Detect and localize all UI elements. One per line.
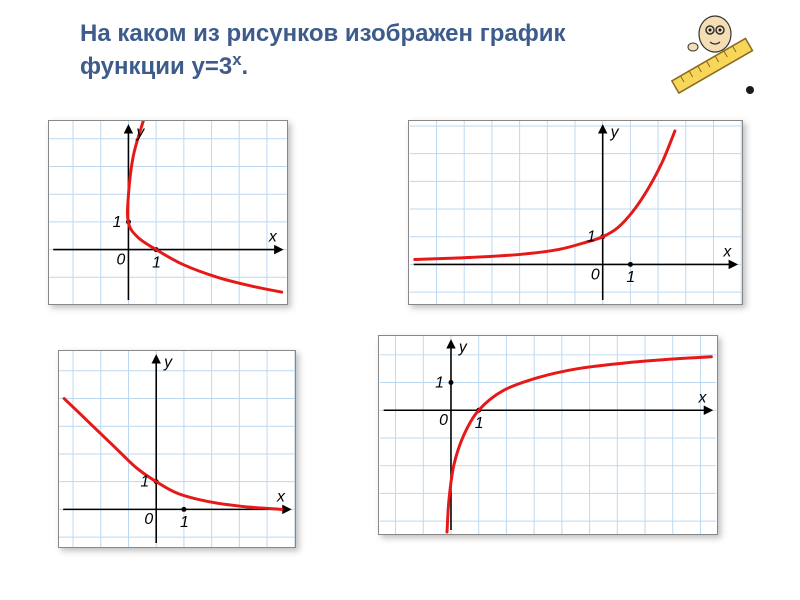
svg-text:x: x [722, 244, 732, 261]
title-suffix: . [242, 53, 249, 80]
title-exponent: х [232, 50, 241, 69]
chart-c: 0 1 1 x y [58, 350, 296, 548]
svg-text:1: 1 [140, 474, 149, 491]
chart-b: 0 1 1 x y [408, 120, 743, 305]
svg-text:1: 1 [180, 514, 189, 531]
svg-text:y: y [135, 124, 145, 141]
svg-text:y: y [610, 124, 620, 141]
svg-text:0: 0 [144, 511, 153, 528]
svg-text:x: x [276, 488, 286, 505]
chart-d: 0 1 1 x y [378, 335, 718, 535]
svg-text:1: 1 [626, 269, 635, 286]
svg-text:y: y [163, 354, 173, 371]
svg-text:x: x [697, 389, 707, 406]
svg-text:y: y [458, 339, 468, 356]
chart-a: 0 1 1 x y [48, 120, 288, 305]
svg-text:0: 0 [117, 251, 126, 268]
svg-text:0: 0 [439, 412, 448, 429]
svg-text:x: x [268, 229, 278, 246]
svg-text:0: 0 [591, 266, 600, 283]
question-title: На каком из рисунков изображен график фу… [80, 18, 580, 82]
svg-text:1: 1 [113, 214, 122, 231]
mascot-icon [660, 12, 760, 102]
svg-text:1: 1 [152, 254, 161, 271]
svg-text:1: 1 [475, 415, 484, 432]
charts-grid: 0 1 1 x y 0 1 1 x y 0 1 1 [40, 120, 760, 580]
svg-text:1: 1 [587, 229, 596, 246]
title-prefix: На каком из рисунков изображен график фу… [80, 20, 565, 80]
svg-text:1: 1 [435, 374, 444, 391]
